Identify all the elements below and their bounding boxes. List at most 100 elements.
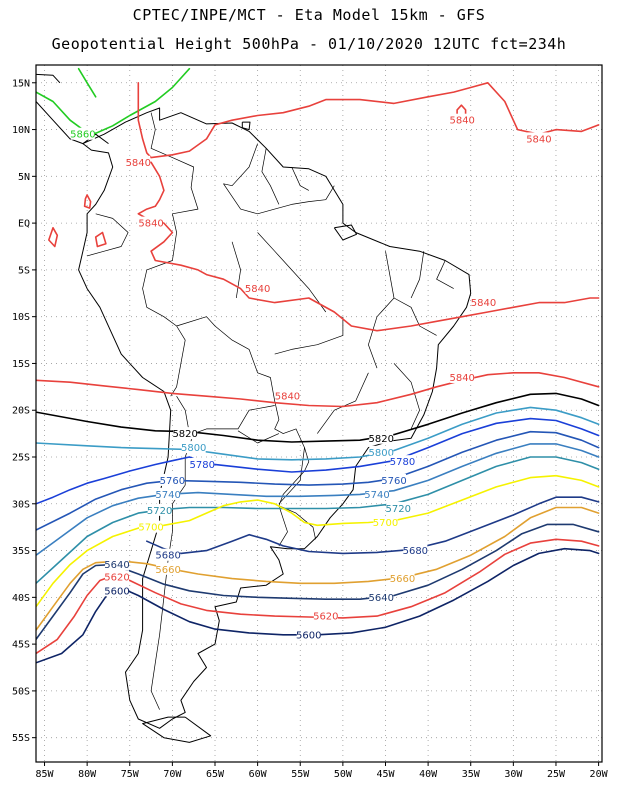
- lon-tick-label: 60W: [249, 769, 268, 780]
- border-line: [231, 241, 241, 299]
- lat-tick-label: 45S: [12, 640, 30, 651]
- map-title-line-2: Geopotential Height 500hPa - 01/10/2020 …: [51, 35, 567, 53]
- border-line: [257, 232, 327, 313]
- contour-label-5820: 5820: [172, 429, 197, 440]
- contour-label-5720: 5720: [386, 504, 411, 515]
- contour-label-bg: [156, 548, 181, 561]
- lon-tick-label: 40W: [419, 769, 438, 780]
- contour-label-bg: [369, 590, 394, 603]
- contour-5840: [137, 82, 600, 159]
- border-line: [274, 316, 344, 355]
- contour-label-5620: 5620: [313, 612, 338, 623]
- lon-tick-label: 70W: [163, 769, 182, 780]
- lat-tick-label: 10S: [12, 312, 30, 323]
- contour-label-bg: [156, 562, 181, 575]
- coastline: [78, 107, 472, 729]
- country-borders: [87, 112, 454, 710]
- lon-tick-label: 30W: [504, 769, 523, 780]
- graticule: [36, 65, 602, 762]
- contour-label-bg: [126, 155, 151, 168]
- contour-label-bg: [450, 370, 475, 383]
- contour-5680: [146, 496, 600, 555]
- coastlines: [36, 73, 472, 743]
- border-line: [317, 372, 369, 434]
- contour-label-bg: [173, 427, 198, 440]
- contour-label-bg: [403, 544, 428, 557]
- lat-tick-label: 50S: [12, 686, 30, 697]
- contour-label-5740: 5740: [155, 490, 180, 501]
- border-line: [436, 260, 454, 289]
- contour-label-bg: [181, 441, 206, 454]
- contour-5840: [36, 371, 600, 408]
- lat-tick-label: 35S: [12, 546, 30, 557]
- height-contours: [36, 67, 600, 664]
- contour-label-bg: [364, 487, 389, 500]
- lon-tick-label: 35W: [462, 769, 481, 780]
- contour-5640: [36, 523, 600, 641]
- contour-label-5780: 5780: [390, 457, 415, 468]
- contour-label-5620: 5620: [104, 572, 129, 583]
- contour-label-5800: 5800: [368, 448, 393, 459]
- contour-label-5640: 5640: [368, 593, 393, 604]
- contour-label-bg: [147, 503, 172, 516]
- lat-tick-label: 10N: [12, 125, 30, 136]
- map-frame: [35, 64, 603, 763]
- border-line: [393, 297, 437, 336]
- lat-tick-label: 5S: [18, 265, 30, 276]
- lon-tick-label: 65W: [206, 769, 225, 780]
- lon-tick-label: 80W: [78, 769, 97, 780]
- contour-label-5640: 5640: [104, 560, 129, 571]
- lat-tick-label: 25S: [12, 453, 30, 464]
- contour-label-5600: 5600: [296, 630, 321, 641]
- coastline: [36, 73, 61, 84]
- contour-label-5840: 5840: [126, 158, 151, 169]
- lon-tick-label: 75W: [121, 769, 140, 780]
- border-line: [223, 143, 335, 215]
- border-line: [368, 251, 395, 369]
- contour-label-bg: [373, 515, 398, 528]
- contour-label-5840: 5840: [526, 134, 551, 145]
- contour-label-5840: 5840: [275, 392, 300, 403]
- contour-label-bg: [139, 520, 164, 533]
- contour-5740: [36, 443, 600, 557]
- border-line: [291, 166, 309, 191]
- border-line: [393, 363, 420, 430]
- longitude-axis: 85W 80W 75W 70W 65W 60W 55W 50W 45W 40W 35W 30W 25W 2…: [35, 762, 609, 780]
- contour-label-bg: [160, 473, 185, 486]
- contour-label-5600: 5600: [104, 586, 129, 597]
- lon-tick-label: 20W: [590, 769, 609, 780]
- lat-tick-label: 30S: [12, 499, 30, 510]
- contour-label-5820: 5820: [368, 434, 393, 445]
- contour-5800: [36, 406, 600, 461]
- contour-label-5680: 5680: [155, 551, 180, 562]
- coastline: [142, 716, 212, 743]
- contour-label-5760: 5760: [160, 476, 185, 487]
- contour-label-bg: [369, 431, 394, 444]
- contour-label-5700: 5700: [373, 518, 398, 529]
- lon-tick-label: 50W: [334, 769, 353, 780]
- contour-label-bg: [104, 558, 129, 571]
- contour-label-5800: 5800: [181, 443, 206, 454]
- contour-label-bg: [390, 455, 415, 468]
- contour-label-bg: [245, 282, 270, 295]
- coastline: [333, 224, 357, 241]
- contour-label-5660: 5660: [390, 574, 415, 585]
- latitude-axis: 15N 10N 5N EQ 5S 10S 15S 20S 25S 30S 35S 40S 45S 50S 5…: [12, 78, 36, 744]
- contour-label-5780: 5780: [189, 460, 214, 471]
- lat-tick-label: 15S: [12, 359, 30, 370]
- contour-label-bg: [70, 127, 95, 140]
- contour-label-bg: [390, 572, 415, 585]
- border-line: [176, 396, 190, 434]
- border-line: [176, 316, 316, 540]
- contour-label-bg: [526, 132, 551, 145]
- contour-5600: [36, 547, 600, 664]
- contour-label-bg: [139, 216, 164, 229]
- contour-5660: [36, 506, 600, 631]
- contour-5840: [94, 231, 107, 248]
- lon-tick-label: 45W: [376, 769, 395, 780]
- contour-label-5840: 5840: [138, 219, 163, 230]
- contour-5860: [36, 67, 191, 135]
- contour-label-bg: [313, 609, 338, 622]
- lat-tick-label: EQ: [18, 219, 30, 230]
